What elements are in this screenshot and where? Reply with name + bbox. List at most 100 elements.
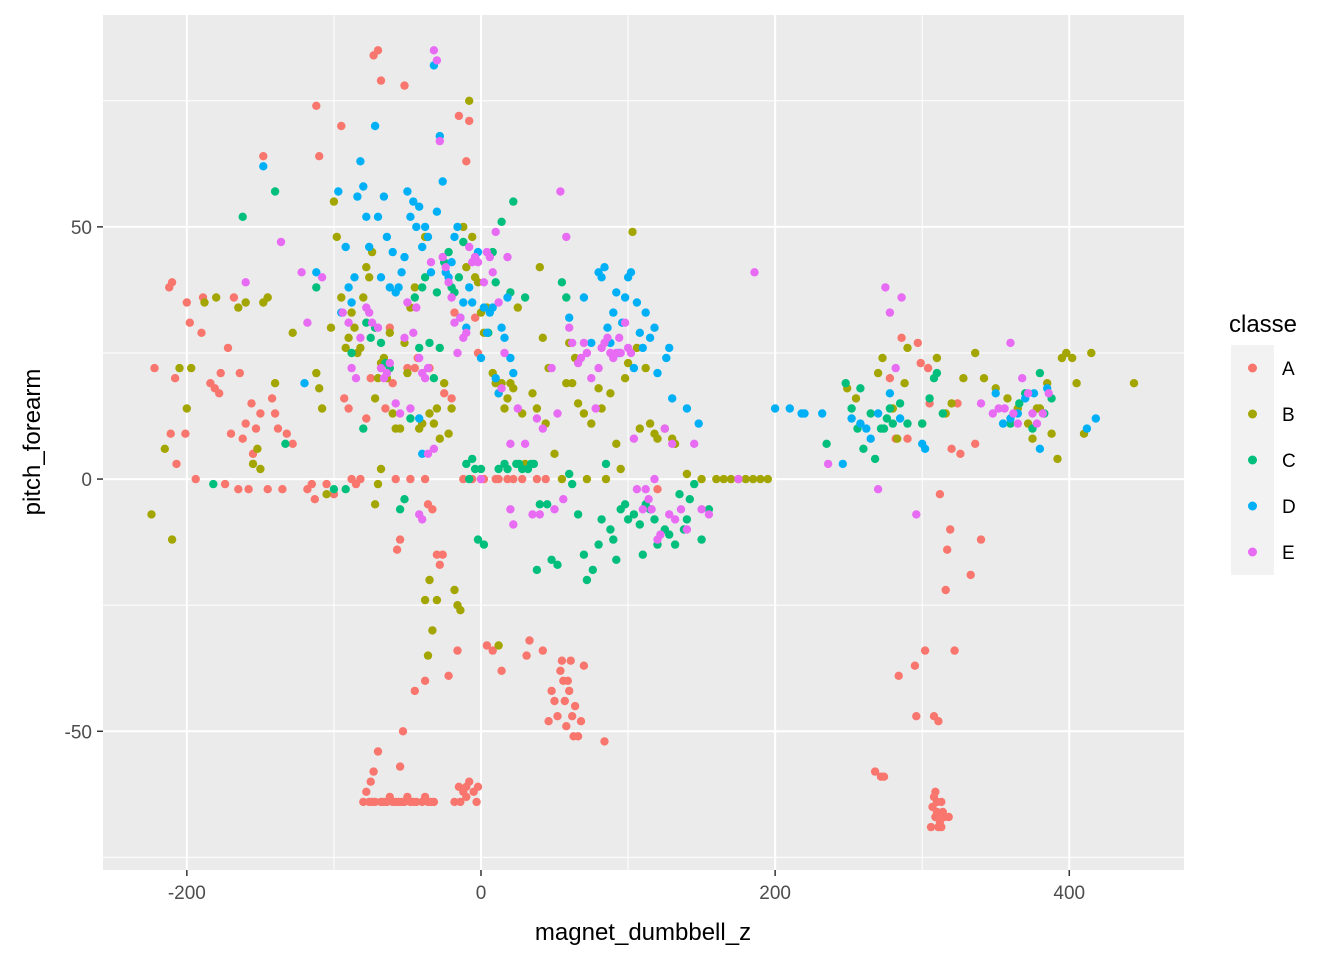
point-A [566, 656, 575, 665]
point-D [565, 313, 574, 322]
point-A [428, 505, 437, 514]
point-C [629, 510, 639, 519]
point-A [556, 666, 565, 675]
point-C [568, 479, 577, 489]
point-B [851, 394, 861, 403]
point-D [645, 333, 655, 342]
x-axis-title: magnet_dumbbell_z [535, 919, 751, 946]
point-B [1072, 379, 1081, 388]
point-A [220, 479, 230, 489]
point-C [1035, 368, 1045, 378]
point-E [994, 404, 1003, 413]
point-D [438, 177, 447, 186]
point-E [500, 348, 509, 358]
point-C [847, 404, 856, 413]
legend-key-C [1248, 455, 1257, 465]
point-A [560, 696, 569, 706]
point-D [347, 298, 356, 307]
point-A [197, 328, 206, 337]
point-D [662, 353, 671, 363]
point-E [456, 313, 465, 322]
point-B [147, 510, 156, 519]
point-E [568, 338, 577, 348]
point-D [626, 268, 636, 277]
point-A [473, 782, 483, 791]
point-E [376, 363, 386, 373]
point-D [632, 298, 642, 307]
point-B [429, 419, 439, 428]
point-B [160, 444, 169, 453]
point-E [594, 363, 603, 373]
point-E [491, 227, 500, 237]
point-C [690, 479, 699, 489]
point-B [601, 474, 611, 484]
point-E [629, 434, 639, 443]
point-C [329, 485, 339, 494]
point-A [462, 792, 471, 802]
point-D [920, 444, 930, 453]
point-A [453, 646, 462, 655]
point-B [425, 575, 434, 585]
point-D [620, 293, 630, 302]
point-A [167, 278, 177, 287]
point-C [462, 459, 471, 469]
point-B [270, 379, 280, 388]
point-D [447, 258, 456, 267]
point-C [503, 464, 512, 474]
point-D [497, 323, 506, 332]
point-E [535, 510, 544, 519]
point-D [432, 207, 442, 216]
point-D [365, 242, 374, 252]
point-E [432, 56, 442, 65]
point-B [329, 197, 339, 206]
point-C [670, 540, 680, 549]
point-B [557, 474, 567, 484]
point-B [373, 374, 383, 383]
point-A [462, 782, 471, 791]
point-C [609, 535, 618, 544]
point-A [235, 368, 244, 378]
point-C [435, 343, 444, 353]
point-A [373, 747, 383, 756]
point-A [234, 485, 243, 494]
point-B [538, 333, 547, 342]
point-B [1062, 348, 1071, 358]
point-B [432, 595, 442, 605]
point-B [444, 429, 453, 438]
point-A [216, 368, 225, 378]
point-A [450, 797, 459, 807]
point-A [150, 363, 159, 373]
point-C [682, 515, 692, 524]
point-D [1035, 444, 1045, 453]
point-B [756, 474, 765, 484]
point-E [453, 348, 462, 358]
point-A [263, 485, 272, 494]
point-A [903, 434, 912, 443]
point-C [281, 439, 290, 448]
point-A [472, 797, 481, 807]
point-A [251, 424, 261, 433]
point-C [465, 474, 474, 484]
point-A [229, 293, 239, 302]
point-B [175, 363, 184, 373]
legend-title: classe [1229, 311, 1297, 338]
point-A [947, 444, 956, 453]
point-C [866, 409, 875, 418]
point-B [1053, 454, 1062, 464]
point-D [379, 192, 389, 201]
x-tick-label: 0 [476, 883, 487, 904]
point-A [226, 429, 236, 438]
point-A [241, 419, 250, 428]
point-C [856, 384, 865, 393]
point-B [459, 222, 468, 232]
point-D [650, 323, 659, 332]
point-C [882, 414, 892, 423]
point-A [398, 727, 408, 736]
point-D [465, 283, 474, 292]
point-E [385, 358, 394, 368]
point-E [426, 258, 436, 267]
point-B [241, 298, 250, 307]
point-B [748, 474, 758, 484]
point-A [570, 701, 580, 711]
point-C [425, 338, 434, 348]
